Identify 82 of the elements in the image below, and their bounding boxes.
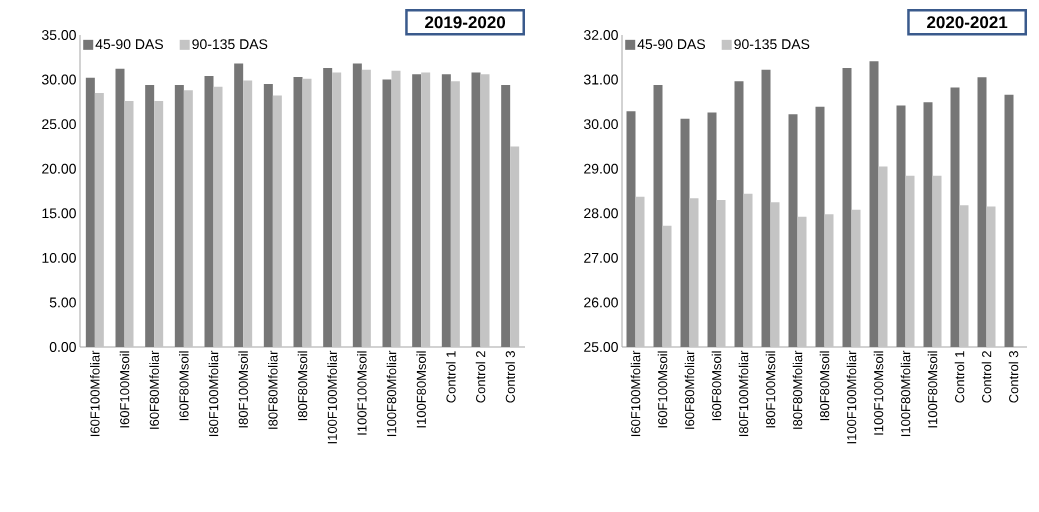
bar xyxy=(124,100,134,347)
x-tick-label: I80F80Msoil xyxy=(297,351,308,421)
y-tick-label: 29.00 xyxy=(584,163,618,174)
bar xyxy=(471,72,481,347)
legend-label: 45-90 DAS xyxy=(95,39,164,50)
y-tick-label: 30.00 xyxy=(583,119,618,130)
y-tick-label: 28.00 xyxy=(584,208,618,219)
legend-label: 45-90 DAS xyxy=(637,39,706,50)
bar xyxy=(391,70,401,347)
y-tick-label: 25.00 xyxy=(42,119,76,130)
bar xyxy=(302,78,312,347)
bar xyxy=(263,84,273,347)
x-tick-label: I100F100Msoil xyxy=(357,351,367,435)
x-tick-label: Control 1 xyxy=(446,351,456,403)
bar xyxy=(272,95,282,347)
y-tick-label: 31.00 xyxy=(583,74,618,85)
x-tick-label: I60F80Msoil xyxy=(179,351,189,421)
x-tick-label: I60F100Mfoliar xyxy=(90,350,100,437)
bar xyxy=(501,84,511,347)
y-tick-label: 15.00 xyxy=(42,208,76,219)
x-tick-label: Control 2 xyxy=(981,351,992,403)
chart-title: 2020-2021 xyxy=(927,16,1008,29)
chart-title: 2019-2020 xyxy=(425,16,506,29)
bar xyxy=(183,90,193,347)
y-tick-label: 32.00 xyxy=(583,30,618,40)
bar xyxy=(332,72,342,347)
bar xyxy=(382,79,392,347)
x-tick-label: I80F80Msoil xyxy=(819,351,830,421)
bar xyxy=(174,84,184,347)
bar xyxy=(154,100,164,347)
x-tick-label: I60F80Mfoliar xyxy=(149,350,159,429)
x-tick-label: I100F80Mfoliar xyxy=(900,350,911,437)
x-tick-label: I100F80Msoil xyxy=(416,351,426,428)
bar xyxy=(204,76,214,347)
x-tick-label: I100F100Mfoliar xyxy=(327,350,337,444)
x-tick-label: I60F80Msoil xyxy=(711,351,722,421)
y-tick-label: 30.00 xyxy=(41,74,76,85)
legend-label: 90-135 DAS xyxy=(734,39,810,50)
bar xyxy=(234,63,244,347)
bar xyxy=(145,84,155,347)
bar xyxy=(480,74,490,347)
x-tick-label: I60F100Msoil xyxy=(119,351,130,428)
bar xyxy=(441,74,451,347)
bar xyxy=(510,146,520,347)
bar xyxy=(293,76,303,347)
y-tick-label: 5.00 xyxy=(49,297,76,308)
y-tick-label: 27.00 xyxy=(584,252,618,263)
x-tick-label: Control 3 xyxy=(505,351,515,403)
y-tick-label: 0.00 xyxy=(49,342,76,352)
x-tick-label: I100F100Msoil xyxy=(873,351,884,435)
x-tick-label: Control 2 xyxy=(475,351,486,403)
x-tick-label: I80F80Mfoliar xyxy=(268,350,278,429)
legend-label: 90-135 DAS xyxy=(192,39,268,50)
bar xyxy=(94,92,104,347)
bar xyxy=(85,77,95,347)
x-tick-label: I60F80Mfoliar xyxy=(684,350,695,429)
y-tick-label: 10.00 xyxy=(42,252,76,263)
y-tick-label: 26.00 xyxy=(584,297,618,308)
x-tick-label: I100F80Mfoliar xyxy=(386,350,397,437)
x-tick-label: I80F100Mfoliar xyxy=(208,350,219,437)
bar xyxy=(361,69,371,347)
bar xyxy=(115,68,125,347)
bar xyxy=(243,80,253,347)
x-tick-label: Control 1 xyxy=(954,351,965,403)
bar xyxy=(323,67,333,347)
bar xyxy=(352,63,362,347)
bar xyxy=(412,74,422,347)
y-tick-label: 35.00 xyxy=(41,30,76,40)
bar xyxy=(213,86,223,347)
x-tick-label: I60F100Msoil xyxy=(657,351,668,428)
x-tick-label: I100F100Mfoliar xyxy=(846,350,857,444)
x-tick-label: I100F80Msoil xyxy=(927,351,938,428)
x-tick-label: I80F80Mfoliar xyxy=(792,350,803,429)
y-tick-label: 25.00 xyxy=(584,342,618,352)
x-tick-label: I60F100Mfoliar xyxy=(630,350,641,437)
x-tick-label: Control 3 xyxy=(1008,351,1019,403)
y-tick-label: 20.00 xyxy=(42,163,76,174)
bar xyxy=(421,72,431,347)
x-tick-label: I80F100Msoil xyxy=(765,351,776,428)
bar xyxy=(450,81,460,347)
x-tick-label: I80F100Msoil xyxy=(238,351,248,428)
x-tick-label: I80F100Mfoliar xyxy=(738,350,749,437)
